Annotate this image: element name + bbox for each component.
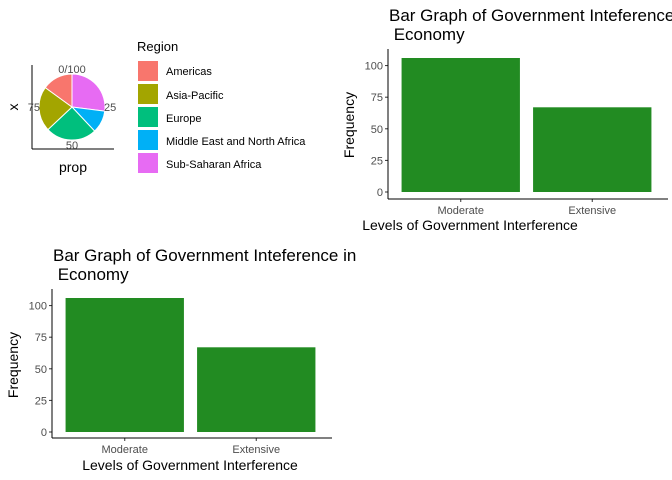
legend-title: Region xyxy=(137,39,178,54)
legend-entry-americas: Americas xyxy=(138,61,212,81)
bar1-x-tick-label-moderate: Moderate xyxy=(438,205,484,217)
bar2-bar-moderate xyxy=(66,298,184,432)
legend-entry-sub-saharan-africa: Sub-Saharan Africa xyxy=(138,153,262,173)
bar1-x-ticks: Moderate Extensive xyxy=(438,199,617,217)
legend-label-europe: Europe xyxy=(166,113,201,125)
pie-theta-tick-75: 75 xyxy=(28,102,40,114)
bar1-bar-extensive xyxy=(533,107,651,192)
legend-entry-mena: Middle East and North Africa xyxy=(138,130,306,150)
pie-theta-tick-0: 0/100 xyxy=(58,64,86,76)
bar1-x-axis-label: Levels of Government Interference xyxy=(362,217,578,233)
legend-label-sub-saharan-africa: Sub-Saharan Africa xyxy=(166,159,262,171)
bar2-bar-extensive xyxy=(197,347,315,432)
pie-theta-tick-25: 25 xyxy=(104,102,116,114)
bar2-y-axis-label: Frequency xyxy=(5,332,21,398)
pie-theta-tick-50: 50 xyxy=(66,140,78,152)
pie-x-axis-label: prop xyxy=(59,159,87,175)
bar1-y-tick-label-0: 0 xyxy=(377,187,383,199)
bar2-x-axis-label: Levels of Government Interference xyxy=(82,457,298,473)
legend-label-americas: Americas xyxy=(166,66,212,78)
bar2-y-tick-label-100: 100 xyxy=(29,301,47,313)
legend-key-europe xyxy=(138,107,158,127)
bar1-title-line1: Bar Graph of Government Inteference in xyxy=(389,6,672,25)
bar-chart-top-right: Bar Graph of Government Inteference in E… xyxy=(341,6,672,233)
bar2-y-tick-label-50: 50 xyxy=(35,364,47,376)
bar2-x-tick-label-extensive: Extensive xyxy=(232,444,280,456)
bar2-x-tick-label-moderate: Moderate xyxy=(102,444,148,456)
legend-key-asia-pacific xyxy=(138,84,158,104)
bar1-y-tick-label-100: 100 xyxy=(365,61,383,73)
legend-key-sub-saharan-africa xyxy=(138,153,158,173)
legend-entry-asia-pacific: Asia-Pacific xyxy=(138,84,224,104)
bar1-bar-moderate xyxy=(402,58,520,192)
bar1-x-tick-label-extensive: Extensive xyxy=(568,205,616,217)
bar1-bars xyxy=(402,58,652,192)
legend-label-mena: Middle East and North Africa xyxy=(166,136,306,148)
bar2-y-tick-label-75: 75 xyxy=(35,332,47,344)
bar1-title-line2: Economy xyxy=(389,25,465,44)
bar1-y-tick-label-25: 25 xyxy=(371,155,383,167)
bar2-y-ticks: 0 25 50 75 100 xyxy=(29,301,52,439)
pie-chart-panel: 0/100 25 50 75 prop x xyxy=(5,64,116,175)
bar2-title-line2: Economy xyxy=(53,265,129,284)
bar2-x-ticks: Moderate Extensive xyxy=(102,438,281,456)
legend-key-mena xyxy=(138,130,158,150)
bar2-bars xyxy=(66,298,316,432)
legend-key-americas xyxy=(138,61,158,81)
bar2-y-tick-label-0: 0 xyxy=(41,427,47,439)
bar1-y-ticks: 0 25 50 75 100 xyxy=(365,61,388,199)
legend-label-asia-pacific: Asia-Pacific xyxy=(166,90,224,102)
bar1-y-tick-label-50: 50 xyxy=(371,124,383,136)
bar2-title-line1: Bar Graph of Government Inteference in xyxy=(53,246,356,265)
legend-entry-europe: Europe xyxy=(138,107,201,127)
pie-slice-sub-saharan-africa xyxy=(72,74,105,111)
region-legend: Region Americas Asia-Pacific Europe Midd… xyxy=(137,39,306,173)
bar1-y-tick-label-75: 75 xyxy=(371,92,383,104)
pie-y-axis-label: x xyxy=(5,104,21,111)
pie-slices xyxy=(39,74,105,140)
bar1-y-axis-label: Frequency xyxy=(341,92,357,158)
bar-chart-bottom-left: Bar Graph of Government Inteference in E… xyxy=(5,246,356,473)
bar2-y-tick-label-25: 25 xyxy=(35,395,47,407)
